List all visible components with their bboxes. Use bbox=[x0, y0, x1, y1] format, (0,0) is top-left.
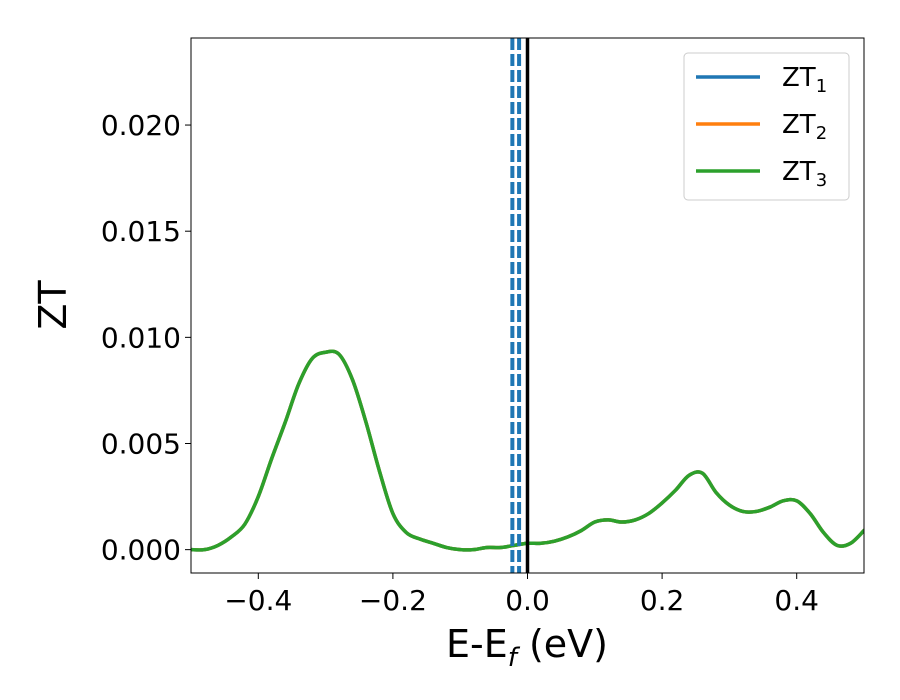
x-axis-label-unit: (eV) bbox=[517, 622, 608, 666]
y-axis-label: ZT bbox=[31, 280, 75, 330]
x-tick-label: 0.4 bbox=[774, 584, 819, 617]
x-tick-label: −0.4 bbox=[224, 584, 292, 617]
y-tick-label: 0.005 bbox=[101, 427, 181, 460]
legend: ZT1 ZT2 ZT3 bbox=[683, 52, 850, 201]
legend-label-zt2: ZT2 bbox=[782, 110, 827, 144]
x-tick-label: 0.2 bbox=[640, 584, 685, 617]
legend-label-zt3: ZT3 bbox=[782, 157, 827, 191]
x-axis: −0.4 −0.2 0.0 0.2 0.4 bbox=[224, 573, 819, 617]
x-axis-label: E-Ef (eV) bbox=[446, 622, 608, 673]
y-tick-label: 0.000 bbox=[101, 534, 181, 567]
y-tick-label: 0.015 bbox=[101, 215, 181, 248]
reference-lines bbox=[510, 38, 530, 573]
y-tick-label: 0.010 bbox=[101, 321, 181, 354]
y-axis: 0.000 0.005 0.010 0.015 0.020 bbox=[101, 109, 191, 567]
x-tick-label: 0.0 bbox=[505, 584, 550, 617]
x-tick-label: −0.2 bbox=[359, 584, 427, 617]
y-tick-label: 0.020 bbox=[101, 109, 181, 142]
legend-label-zt1: ZT1 bbox=[782, 63, 827, 97]
legend-box bbox=[683, 52, 850, 201]
